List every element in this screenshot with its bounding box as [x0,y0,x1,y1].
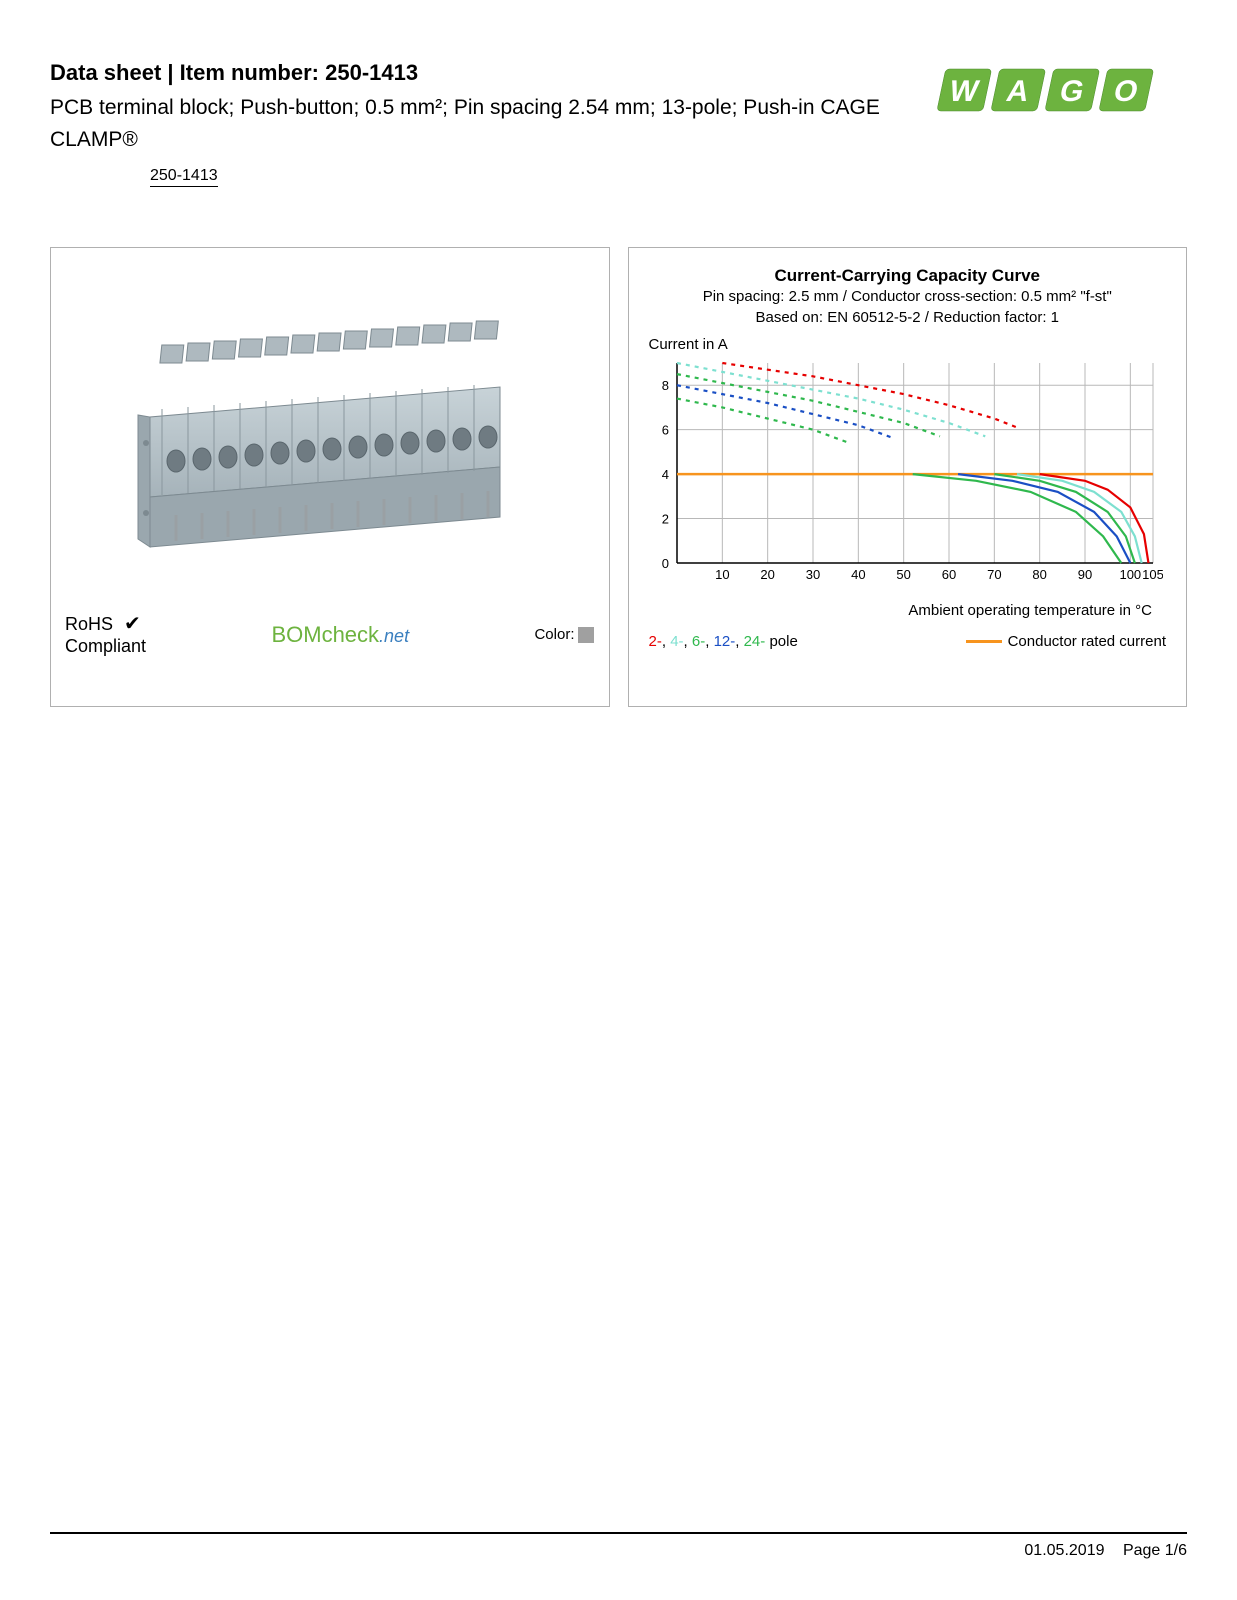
color-text: Color: [534,626,574,643]
wago-logo-svg: W A G O [927,63,1187,118]
svg-text:30: 30 [805,567,819,582]
chart-ylabel: Current in A [649,336,1173,353]
chart-panel: Current-Carrying Capacity Curve Pin spac… [628,247,1188,707]
rohs-label: RoHS ✔ Compliant [65,612,146,658]
svg-text:40: 40 [851,567,865,582]
check-icon: ✔ [124,613,141,635]
rohs-text: RoHS [65,614,113,634]
footer-page: Page 1/6 [1123,1542,1187,1559]
svg-text:100: 100 [1119,567,1141,582]
svg-text:6: 6 [661,423,668,438]
color-swatch [578,627,594,643]
svg-text:60: 60 [941,567,955,582]
wago-logo: W A G O [927,60,1187,120]
item-badge: 250-1413 [150,167,218,187]
svg-text:20: 20 [760,567,774,582]
product-footer: RoHS ✔ Compliant BOMcheck.net Color: [65,612,595,658]
bom-net-text: .net [379,626,409,646]
svg-text:8: 8 [661,378,668,393]
bomcheck-label: BOMcheck.net [271,622,409,648]
title-prefix: Data sheet | Item number: [50,60,325,85]
bom-text: BOM [271,622,321,647]
product-panel: RoHS ✔ Compliant BOMcheck.net Color: [50,247,610,707]
subtitle: PCB terminal block; Push-button; 0.5 mm²… [50,92,927,155]
header-text: Data sheet | Item number: 250-1413 PCB t… [50,60,927,187]
chart-svg: 10 20 30 40 50 60 70 80 90 100105 0 2 4 6 8 [643,357,1163,587]
content-row: RoHS ✔ Compliant BOMcheck.net Color: Cur… [50,247,1187,707]
svg-text:105: 105 [1142,567,1163,582]
svg-text:50: 50 [896,567,910,582]
legend-poles: 2-, 4-, 6-, 12-, 24- pole [649,633,798,650]
svg-text:10: 10 [715,567,729,582]
legend-conductor-text: Conductor rated current [1008,633,1166,650]
header: Data sheet | Item number: 250-1413 PCB t… [50,60,1187,187]
chart-sub1: Pin spacing: 2.5 mm / Conductor cross-se… [703,288,1112,305]
chart-sub2: Based on: EN 60512-5-2 / Reduction facto… [755,309,1059,326]
chart-legend: 2-, 4-, 6-, 12-, 24- pole Conductor rate… [643,633,1173,650]
title-item-number: 250-1413 [325,60,418,85]
chart-area: 10 20 30 40 50 60 70 80 90 100105 0 2 4 6 8 [643,357,1173,592]
product-image [65,262,595,592]
chart-subtitle: Pin spacing: 2.5 mm / Conductor cross-se… [643,286,1173,328]
svg-text:0: 0 [661,556,668,571]
color-label: Color: [534,626,594,643]
svg-text:4: 4 [661,467,668,482]
footer-date: 01.05.2019 [1024,1542,1104,1559]
svg-text:2: 2 [661,512,668,527]
chart-xlabel: Ambient operating temperature in °C [643,602,1173,619]
legend-conductor: Conductor rated current [966,633,1166,650]
svg-text:90: 90 [1077,567,1091,582]
svg-text:70: 70 [987,567,1001,582]
conductor-line-icon [966,640,1002,643]
bom-check-text: check [322,622,379,647]
svg-text:80: 80 [1032,567,1046,582]
title-line: Data sheet | Item number: 250-1413 [50,60,927,86]
chart-title: Current-Carrying Capacity Curve [643,266,1173,286]
rohs-compliant: Compliant [65,636,146,656]
page-footer: 01.05.2019 Page 1/6 [50,1532,1187,1560]
